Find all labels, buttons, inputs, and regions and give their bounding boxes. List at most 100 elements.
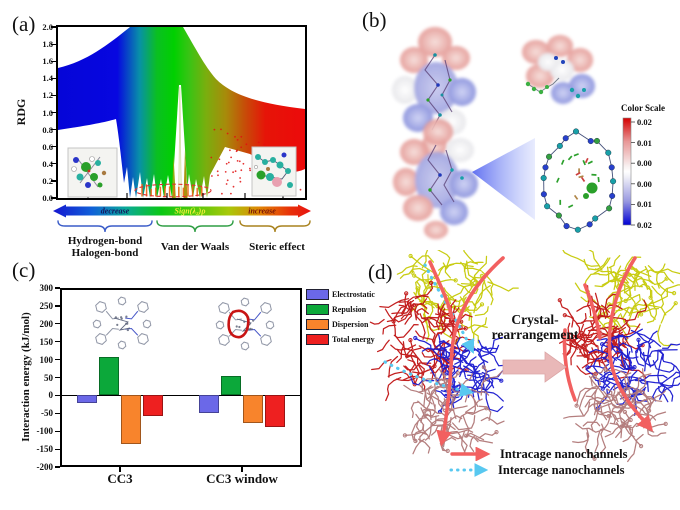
y-tick-label: 0.6 [42,141,53,152]
region-label-hbond-line1: Hydrogen-bond [67,235,143,247]
y-tick-label: -50 [41,408,53,419]
chart-legend: Electrostatic Repulsion Dispersion Total en… [306,287,375,347]
y-tick-mark [55,287,60,289]
color-scale-title: Color Scale [620,103,666,113]
sign-lambda-gradient-arrow [53,204,311,218]
crystal-packing-svg [369,250,680,463]
region-label-steric: Steric effect [249,241,305,253]
zoom-beam [472,138,535,220]
inset-steric-isosurface [251,146,297,197]
y-tick-label: 0.0 [42,193,53,203]
y-tick-mark [51,94,56,97]
y-tick-mark [55,341,60,343]
x-tick-mark [119,467,122,472]
esp-surface-guest [522,35,595,104]
y-tick-label: -150 [36,444,54,455]
legend-swatch [306,334,329,345]
y-tick-label: 0.4 [42,158,53,169]
color-scale-bar [622,117,635,226]
category-label: CC3 [107,471,133,486]
y-tick-label: 1.6 [42,56,53,67]
x-tick-mark [241,467,244,472]
inset-attraction-isosurface [67,147,118,198]
legend-row: Dispersion [306,317,375,332]
bar-repulsion [99,357,119,396]
gradient-bar-sign-label: Sign(λ₂)ρ [174,206,206,216]
panel-b: (b) [350,0,680,250]
color-scale-tick-label: 0.01 [637,199,652,210]
legend-row: Repulsion [306,302,375,317]
y-tick-label: 0.2 [42,175,53,186]
gradient-bar-increase-label: increase [248,206,276,216]
legend-label: Total energy [332,335,375,344]
y-tick-label: 300 [39,283,54,293]
y-tick-label: 2.0 [42,22,53,32]
rdg-flank-spike-right [183,149,188,198]
rearrangement-arrow [502,351,567,383]
panel-b-label: (b) [362,8,387,32]
bar-repulsion [221,375,241,396]
y-tick-label: 1.0 [42,107,53,118]
y-tick-mark [51,180,56,182]
bar-electrostatic [199,395,219,414]
color-scale-tick-label: 0.00 [637,178,652,189]
y-tick-mark [55,412,60,414]
y-tick-mark [55,376,60,379]
panel-a-ylabel: RDG [14,98,28,126]
legend-swatch [306,304,329,315]
y-tick-mark [55,466,60,468]
intracage-arrow-icon [450,447,491,461]
y-tick-label: 0.8 [42,124,53,135]
zero-line [62,394,300,397]
y-tick-label: -200 [36,462,54,472]
y-tick-mark [55,305,60,307]
panel-a-label: (a) [12,12,36,36]
panel-c: (c) Interaction energy (kJ/mol) Electros… [0,252,400,510]
y-tick-mark [55,430,60,432]
y-tick-mark [51,163,56,165]
y-tick-label: 150 [39,336,54,347]
legend-intracage: Intracage nanochannels [450,446,627,462]
window-ball-stick-model [540,128,617,233]
y-tick-mark [51,26,56,28]
legend-swatch [306,289,329,300]
y-tick-label: 200 [39,318,54,329]
y-tick-mark [55,359,60,361]
intercage-arrow-icon [449,463,489,477]
region-label-vdw: Van der Waals [160,241,230,253]
rdg-plot-svg [58,27,305,198]
y-tick-label: -100 [36,426,54,437]
legend-label: Electrostatic [332,290,375,299]
y-tick-mark [51,60,56,62]
y-tick-label: 1.2 [42,90,53,101]
y-tick-label: 1.8 [42,39,53,50]
color-scale-tick-label: 0.02 [637,117,652,127]
y-tick-label: 250 [39,300,54,311]
cage-inset-drawings [92,296,275,351]
panel-d: (d) [352,250,680,510]
intracage-arrows [428,256,654,447]
legend-swatch [306,319,329,330]
bar-dispersion [243,395,263,424]
legend-row: Electrostatic [306,287,375,302]
region-braces [57,220,311,233]
esp-surface-complex [393,119,478,239]
panel-d-label: (d) [368,260,393,284]
y-tick-label: 1.4 [42,73,53,84]
y-tick-mark [55,394,60,397]
y-tick-mark [51,146,56,148]
esp-surfaces-svg [392,27,635,239]
gradient-bar-decrease-label: decrease [100,206,130,216]
y-tick-label: 50 [44,372,53,383]
y-tick-mark [51,111,56,114]
panel-a: (a) RDG [0,0,350,265]
panel-c-label: (c) [12,258,36,282]
y-tick-mark [51,129,56,131]
color-scale-tick-label: 0.00 [637,158,652,169]
region-label-hbond-line2: Halogen-bond [71,247,139,259]
rearrangement-label-line2: rearrangement [491,327,579,342]
low-gradient-ellipse-annotation [134,183,212,198]
legend-intercage-label: Intercage nanochannels [498,462,625,477]
legend-label: Dispersion [332,320,369,329]
